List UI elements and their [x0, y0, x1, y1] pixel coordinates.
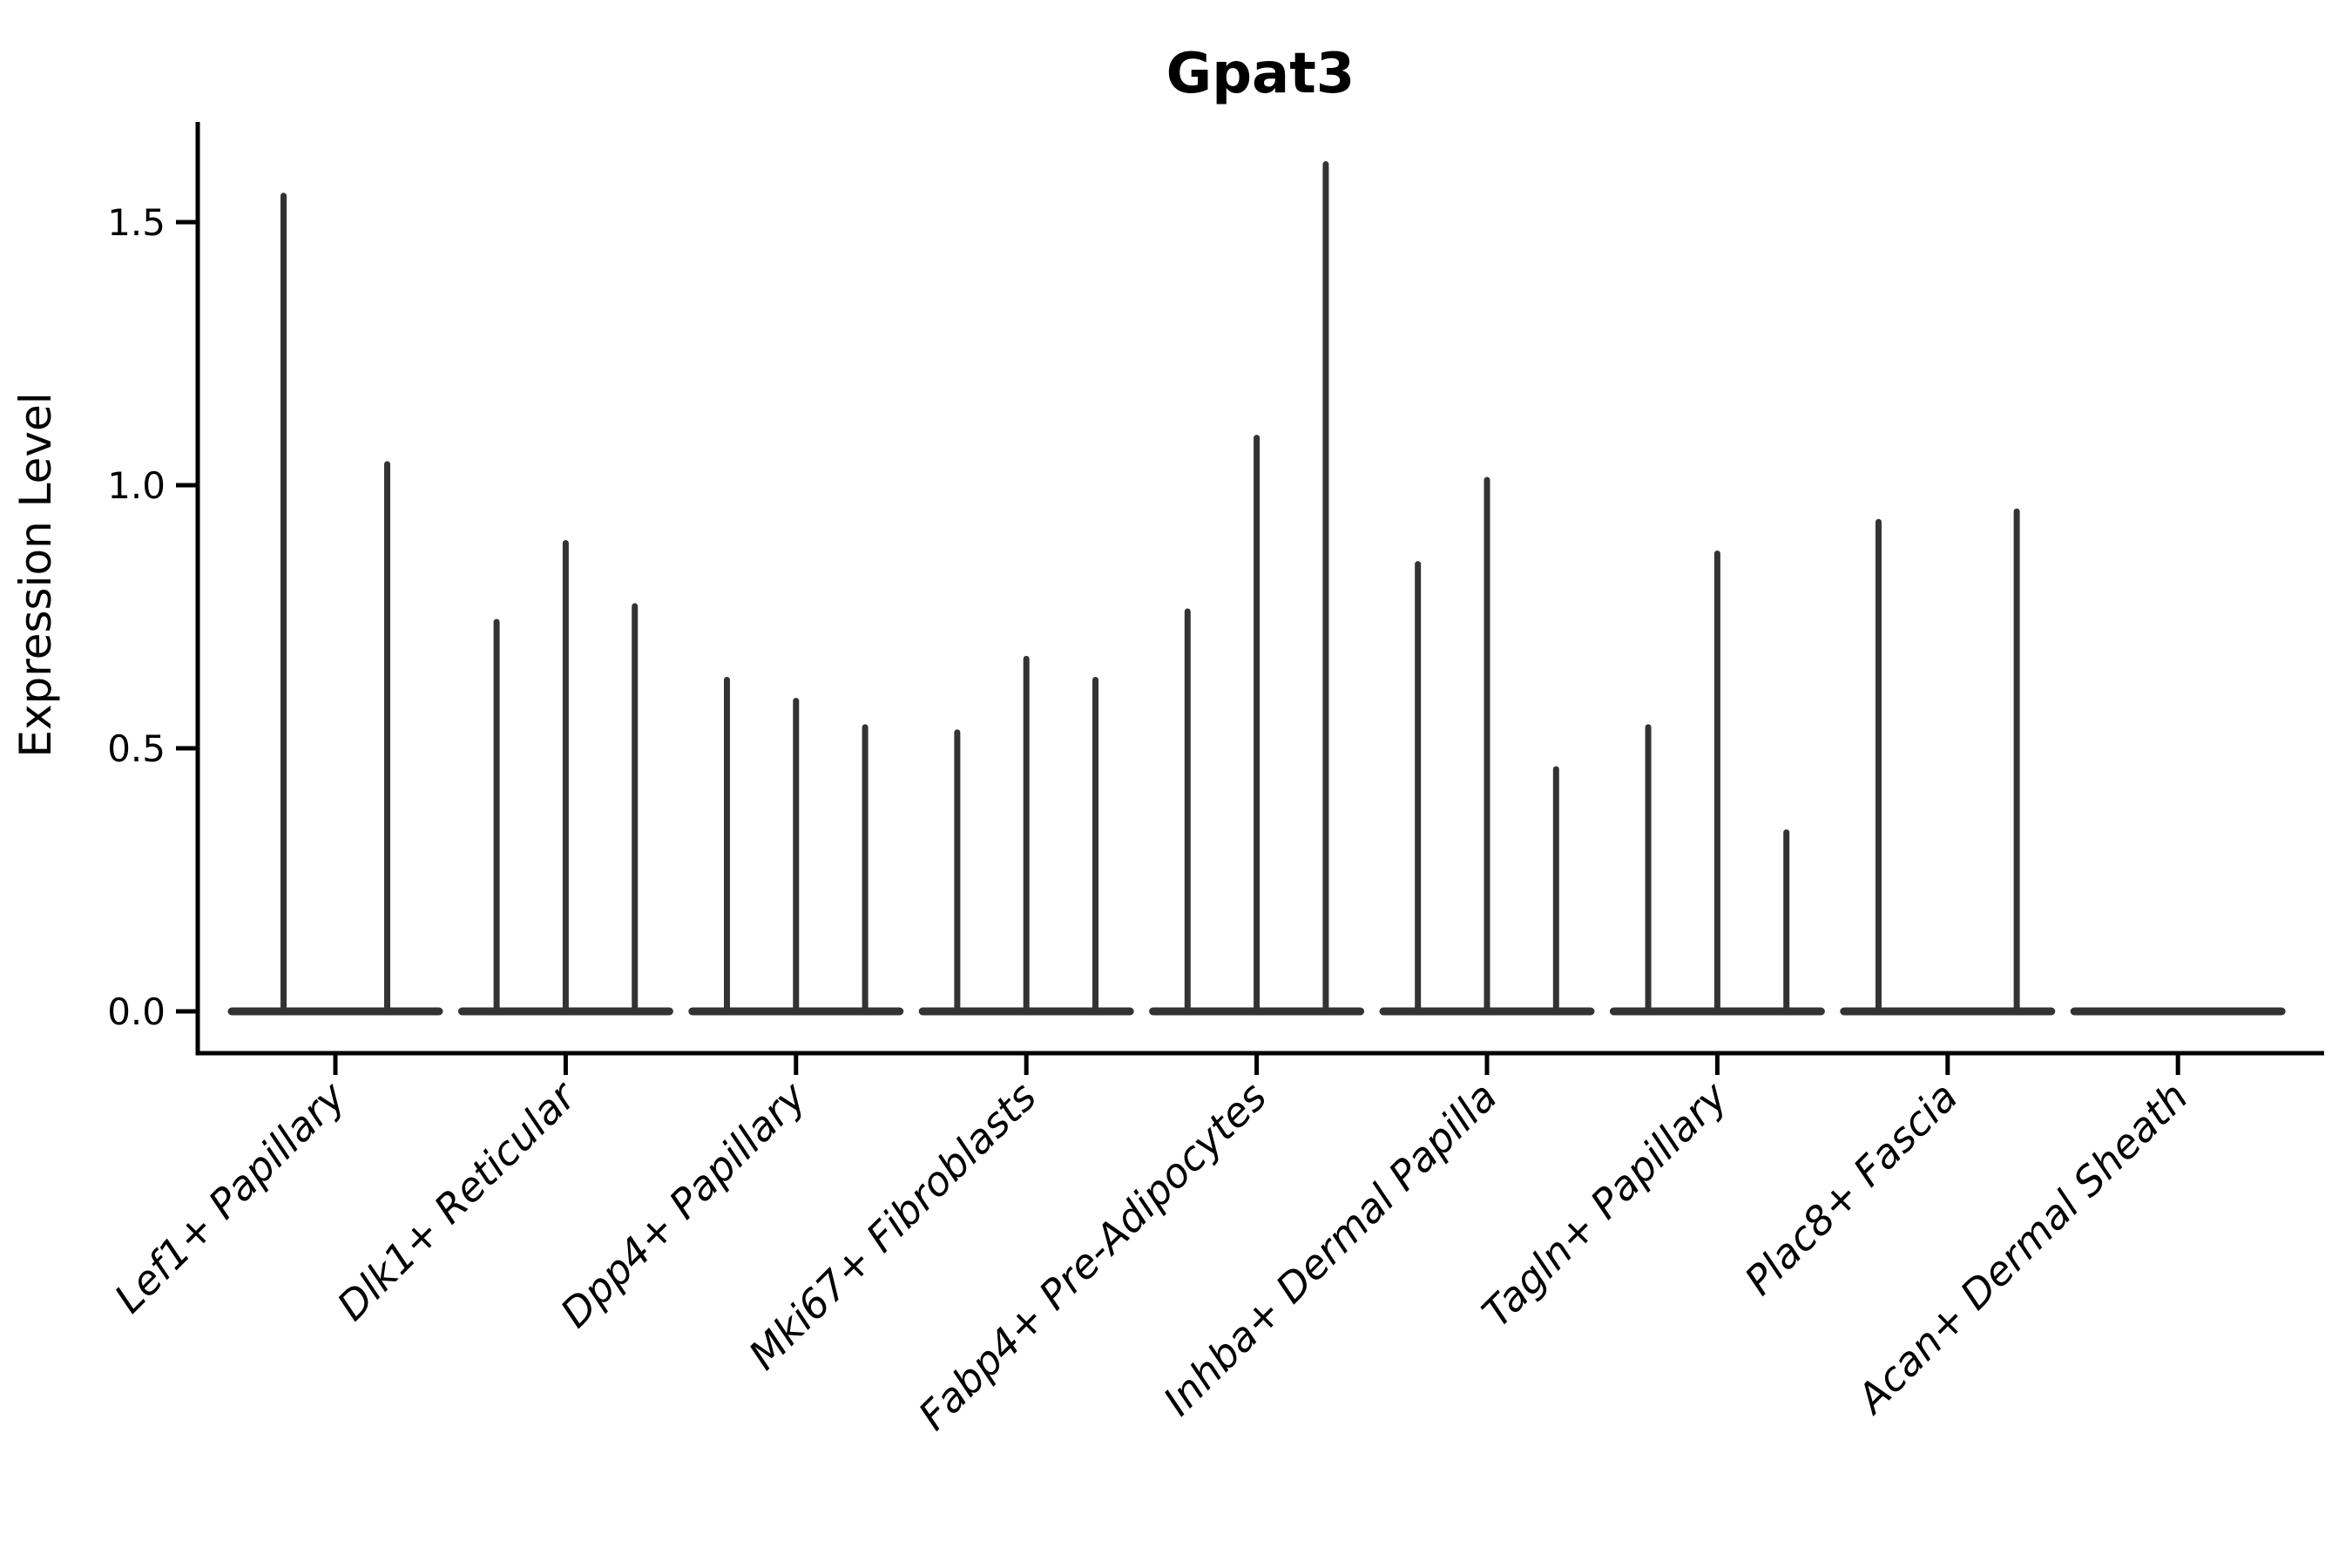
- x-category-label: Plac8+ Fascia: [1735, 1073, 1966, 1304]
- y-axis-ticks: 0.0 0.5 1.0 1.5: [107, 201, 198, 1033]
- y-tick-label: 0.5: [107, 727, 166, 770]
- x-category-label: Lef1+ Papillary: [105, 1072, 355, 1321]
- x-category-label: Tagln+ Papillary: [1473, 1072, 1737, 1336]
- violin-group: [688, 676, 904, 1016]
- y-tick-label: 0.0: [107, 990, 166, 1033]
- violin-group: [457, 539, 673, 1016]
- y-tick-label: 1.0: [107, 464, 166, 507]
- violin-group: [1149, 161, 1365, 1016]
- y-axis-label: Expression Level: [10, 392, 61, 757]
- x-category-label: Dpp4+ Papillary: [551, 1072, 815, 1336]
- x-category-label: Dlk1+ Reticular: [328, 1071, 587, 1329]
- violin-group: [1379, 476, 1595, 1016]
- violin-group: [1840, 508, 2056, 1016]
- chart-title: Gpat3: [1166, 42, 1355, 106]
- violin-layer: [227, 161, 2286, 1016]
- violin-group: [1609, 551, 1825, 1016]
- y-tick-label: 1.5: [107, 201, 166, 244]
- violin-group: [227, 193, 443, 1016]
- violin-group: [918, 655, 1134, 1016]
